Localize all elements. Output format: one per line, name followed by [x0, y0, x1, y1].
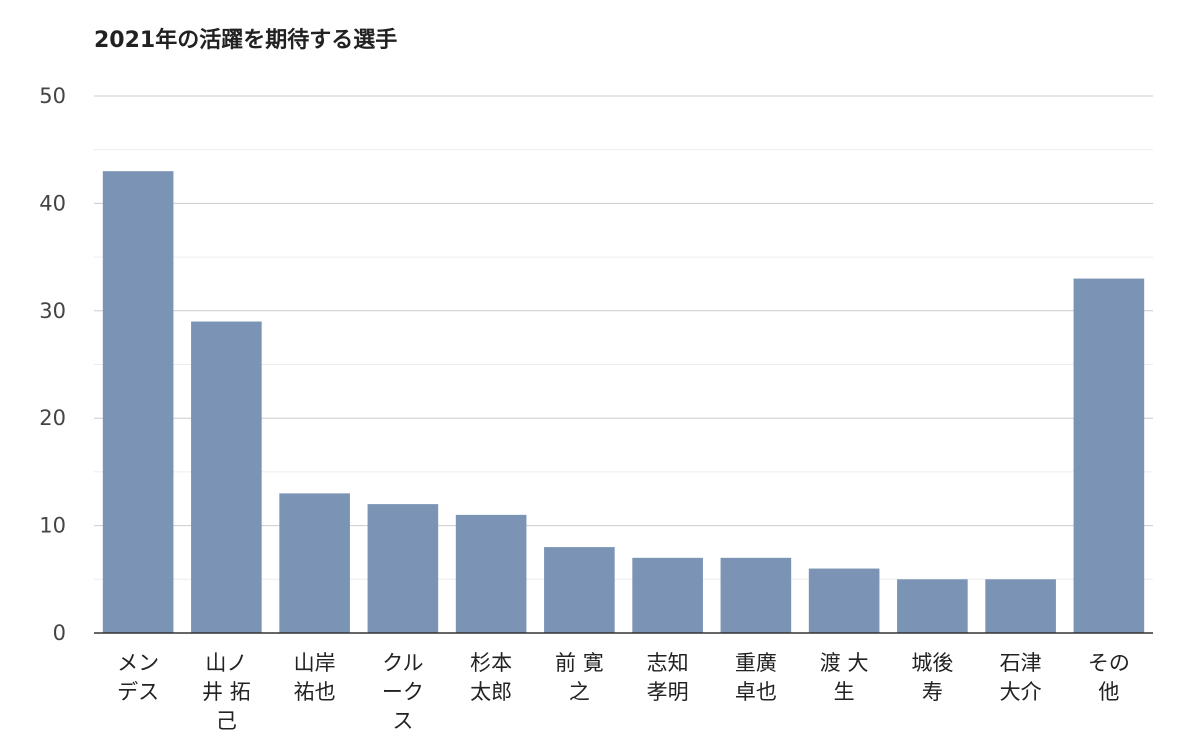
x-category-label: 城後 [911, 651, 953, 675]
x-category-label: 太郎 [470, 680, 512, 704]
x-category-label: 之 [569, 680, 590, 704]
y-tick-label: 0 [53, 621, 66, 645]
bars [102, 171, 1145, 633]
chart-title: 2021年の活躍を期待する選手 [94, 28, 398, 53]
x-category-label: 祐也 [294, 680, 336, 704]
bar [720, 557, 792, 633]
y-tick-label: 30 [39, 299, 66, 323]
x-category-label: 卓也 [735, 680, 777, 704]
x-category-label: 孝明 [647, 680, 689, 704]
bar [279, 493, 350, 633]
x-category-label: 井 拓 [202, 680, 251, 704]
x-category-label: 重廣 [735, 651, 777, 675]
x-category-label: その [1088, 651, 1130, 675]
x-category-label: デス [117, 680, 159, 704]
x-category-label: ーク [382, 680, 424, 704]
x-category-label: 己 [216, 709, 237, 733]
bar [191, 321, 262, 633]
x-category-label: 渡 大 [820, 651, 869, 675]
y-tick-label: 10 [39, 514, 66, 538]
bar [102, 171, 174, 633]
x-category-label: ス [392, 709, 413, 733]
x-category-label: クル [382, 651, 423, 675]
bar [632, 557, 703, 633]
y-tick-label: 50 [39, 84, 66, 108]
grid-lines [94, 95, 1153, 580]
x-category-label: 前 寛 [555, 651, 604, 675]
y-tick-labels: 0 10 20 30 40 50 [39, 84, 66, 645]
x-category-label: メン [117, 651, 159, 675]
y-tick-label: 20 [39, 406, 66, 430]
x-category-label: 山ノ [205, 651, 247, 675]
x-category-label: 生 [834, 680, 855, 704]
bar [808, 568, 880, 633]
x-category-label: 他 [1098, 680, 1119, 704]
bar [1073, 278, 1145, 633]
bar [897, 579, 968, 633]
x-category-label: 石津 [1000, 651, 1042, 675]
bar [455, 514, 527, 633]
x-category-label: 寿 [922, 680, 943, 704]
bar [367, 504, 439, 633]
y-tick-label: 40 [39, 191, 66, 215]
x-category-label: 志知 [647, 651, 689, 675]
x-category-label: 山岸 [294, 651, 336, 675]
bar [544, 547, 615, 633]
x-category-label: 杉本 [470, 651, 512, 675]
bar [985, 579, 1056, 633]
x-category-label: 大介 [1000, 680, 1042, 704]
